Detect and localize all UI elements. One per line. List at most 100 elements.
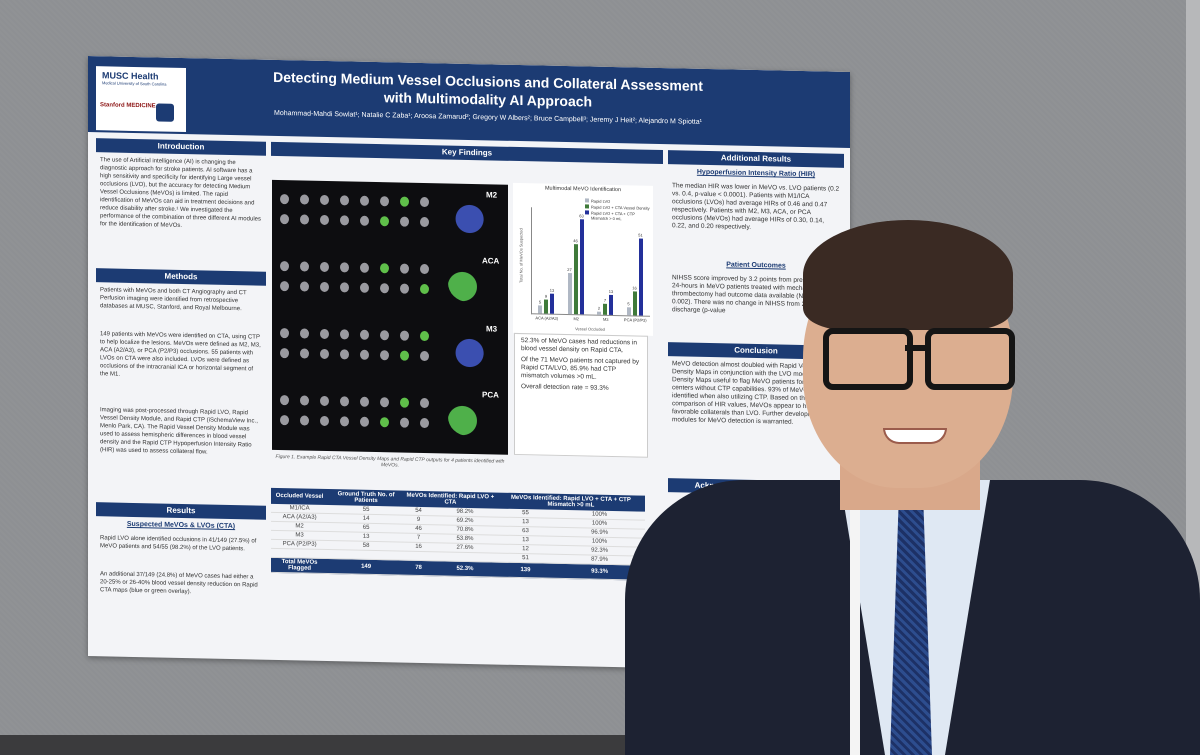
brain-slice — [420, 216, 429, 228]
musc-logo: MUSC Health Medical University of South … — [102, 70, 167, 87]
chart-data-label: 13 — [549, 288, 555, 294]
brain-slice — [280, 348, 289, 359]
chart-bar — [609, 295, 613, 315]
chart-tick-label: ACA (A2/A3) — [535, 315, 559, 321]
melbourne-crest-icon — [156, 103, 174, 122]
table-cell: 78 — [404, 560, 434, 576]
brain-slice — [380, 350, 389, 361]
brain-slice — [380, 417, 389, 428]
brain-slice — [360, 349, 369, 360]
bullet-3: Overall detection rate = 93.3% — [521, 383, 609, 392]
poster-title: Detecting Medium Vessel Occlusions and C… — [273, 68, 703, 110]
figure-caption: Figure 1. Example Rapid CTA Vessel Densi… — [275, 453, 505, 469]
brain-slice — [320, 395, 329, 407]
brain-slice — [420, 196, 429, 208]
brain-slice — [420, 397, 429, 409]
institution-logos: MUSC Health Medical University of South … — [96, 66, 186, 133]
table-header: Occluded Vessel — [271, 487, 329, 506]
brain-slice — [360, 262, 369, 273]
chart-bar — [603, 304, 607, 315]
lanyard — [850, 510, 860, 755]
scan-figure: M2 ACA M3 PCA — [272, 179, 508, 455]
brain-slice — [300, 214, 309, 225]
scan-label-m2: M2 — [486, 190, 498, 200]
vessel-map-m2 — [448, 201, 484, 237]
brain-slice — [360, 282, 369, 293]
chart-bar — [538, 305, 542, 314]
brain-slice — [320, 328, 329, 340]
brain-slice — [320, 415, 329, 427]
table-header: MeVOs Identified: Rapid LVO + CTA — [404, 490, 497, 509]
chart-bar — [579, 218, 584, 315]
table-cell: Total MeVOs Flagged — [271, 557, 329, 574]
brain-slice — [280, 395, 289, 406]
brain-slice — [300, 348, 309, 359]
glasses-right-lens — [925, 328, 1015, 390]
brain-slice — [340, 416, 349, 427]
methods-text-2: 149 patients with MeVOs were identified … — [100, 331, 261, 378]
methods-text-1: Patients with MeVOs and both CT Angiogra… — [100, 287, 247, 313]
brain-slice — [280, 415, 289, 426]
bullet-2: Of the 71 MeVO patients not captured by … — [521, 356, 640, 381]
brain-slice — [300, 395, 309, 406]
brain-slice — [320, 281, 329, 293]
legend-label: Rapid LVO — [591, 198, 611, 204]
glasses-left-lens — [823, 328, 913, 390]
brain-slice — [400, 330, 409, 341]
methods-text-3: Imaging was post-processed through Rapid… — [100, 407, 258, 456]
brain-slice — [320, 348, 329, 360]
chart-tick-label: M3 — [602, 316, 609, 322]
table-cell: 52.3% — [433, 560, 497, 578]
brain-slice — [380, 283, 389, 294]
brain-slice — [360, 195, 369, 206]
section-introduction: Introduction — [96, 138, 266, 156]
brain-slice — [360, 396, 369, 407]
hair — [803, 220, 1013, 330]
brain-slice — [300, 328, 309, 339]
bullet-1: 52.3% of MeVO cases had reductions in bl… — [521, 337, 637, 355]
legend-swatch — [585, 198, 589, 203]
brain-slice — [340, 215, 349, 226]
stanford-logo: Stanford MEDICINE — [100, 102, 156, 110]
chart-title: Multimodal MeVO Identification — [544, 185, 622, 194]
brain-slice — [400, 196, 409, 207]
section-key-findings: Key Findings — [271, 141, 663, 165]
section-results: Results — [96, 502, 266, 520]
brain-slice — [400, 216, 409, 227]
chart-bar — [550, 294, 554, 314]
brain-slice — [320, 261, 329, 273]
chart-bar — [597, 311, 601, 315]
brain-slice — [380, 330, 389, 341]
brain-slice — [320, 214, 329, 226]
smile — [883, 428, 947, 444]
brain-slice — [420, 263, 429, 275]
brain-slice — [380, 196, 389, 207]
brain-slice — [300, 415, 309, 426]
section-methods: Methods — [96, 268, 266, 286]
brain-slice — [340, 329, 349, 340]
intro-text: The use of Artificial intelligence (AI) … — [100, 157, 261, 229]
brain-slice — [400, 417, 409, 428]
chart-ylabel: Total No. of MeVOs Suspected — [518, 228, 524, 283]
vessel-map-pca — [448, 401, 484, 437]
brain-slice — [340, 396, 349, 407]
brain-slice — [360, 416, 369, 427]
glasses-bridge — [905, 345, 931, 351]
chart-data-label: 63 — [579, 212, 584, 218]
brain-slice — [280, 261, 289, 272]
brain-slice — [280, 328, 289, 339]
results-subheading: Suspected MeVOs & LVOs (CTA) — [126, 520, 236, 531]
vessel-map-aca — [448, 267, 484, 303]
brain-slice — [420, 330, 429, 342]
presenter — [625, 210, 1200, 755]
brain-slice — [400, 397, 409, 408]
brain-slice — [300, 281, 309, 292]
chart-tick-label: M2 — [573, 316, 580, 322]
brain-slice — [380, 397, 389, 408]
section-additional-results: Additional Results — [668, 150, 844, 168]
table-cell: 139 — [496, 562, 555, 579]
brain-slice — [420, 417, 429, 429]
results-text-2: An additional 37/149 (24.8%) of MeVO cas… — [100, 571, 258, 596]
chart-bar — [573, 244, 578, 315]
brain-slice — [300, 194, 309, 205]
